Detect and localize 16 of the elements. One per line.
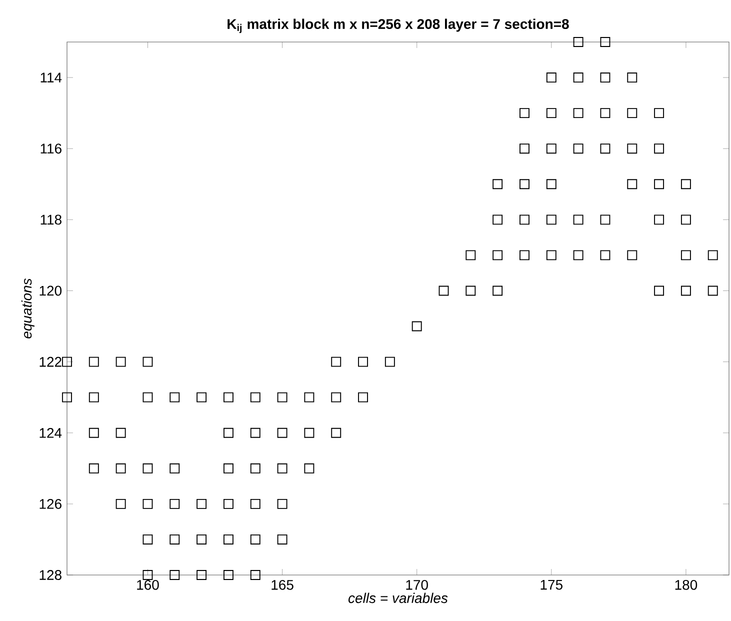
- y-tick-label: 122: [40, 356, 62, 367]
- y-tick-label: 124: [40, 428, 62, 438]
- x-tick-label: 160: [137, 580, 159, 590]
- y-tick-label: 114: [40, 72, 62, 82]
- x-axis-title: cells = variables: [348, 592, 448, 604]
- y-tick-label: 128: [40, 570, 62, 580]
- y-tick-label: 120: [40, 286, 62, 296]
- x-tick-label: 170: [406, 580, 428, 590]
- x-tick-label: 175: [540, 580, 562, 590]
- y-tick-label: 126: [40, 498, 62, 509]
- chart-title: K$_{ij}$ matrix block m x n=256 x 208 layer = 7 section=8: [228, 18, 569, 34]
- y-tick-label: 116: [40, 144, 62, 154]
- y-axis-title: equations: [21, 278, 34, 338]
- x-tick-label: 165: [272, 580, 294, 590]
- y-tick-label: 118: [40, 214, 62, 225]
- x-tick-label: 180: [675, 580, 698, 590]
